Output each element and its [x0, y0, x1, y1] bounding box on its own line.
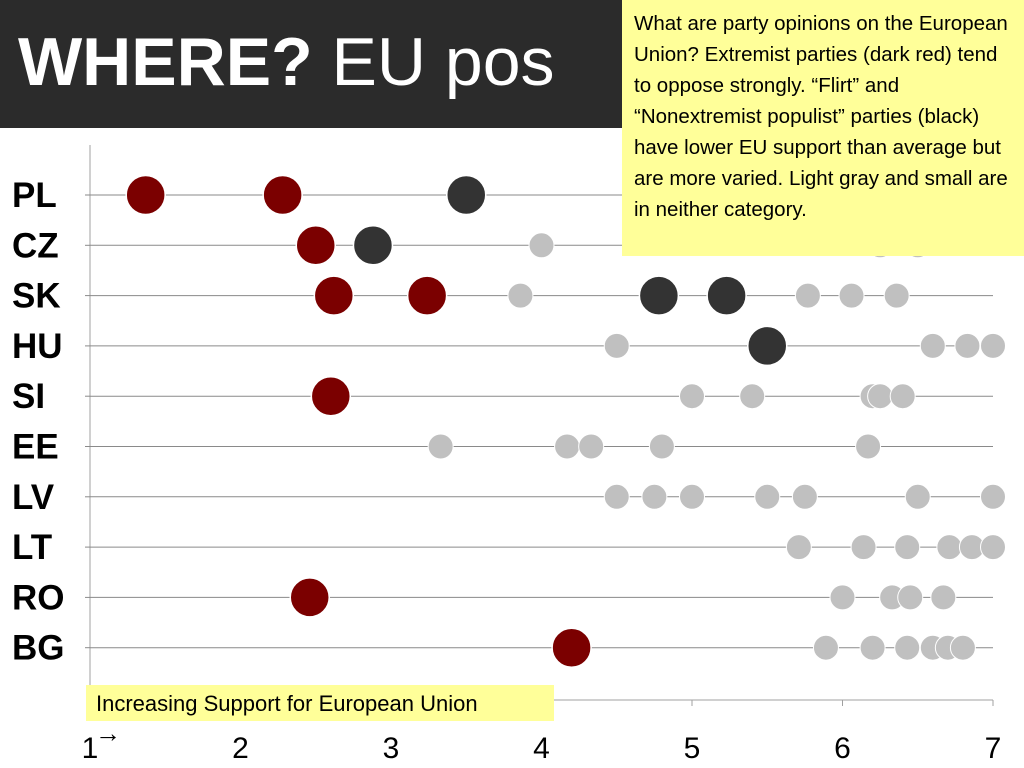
slide-title: WHERE? EU pos — [18, 22, 555, 102]
populist-point-pl — [446, 174, 487, 216]
other-point-bg — [894, 634, 921, 661]
extremist-point-bg — [551, 627, 592, 668]
other-point-ee — [427, 433, 454, 460]
country-label-ee: EE — [12, 428, 59, 467]
other-point-lv — [603, 483, 630, 510]
x-tick-label-6: 6 — [834, 732, 851, 765]
extremist-point-pl — [125, 174, 166, 216]
country-labels: PL CZ SK HU SI EE LV LT RO BG — [12, 176, 65, 668]
country-label-hu: HU — [12, 327, 63, 366]
other-point-lt — [850, 534, 877, 561]
populist-point-sk — [706, 275, 747, 316]
other-point-lv — [904, 483, 931, 510]
other-point-lt — [894, 534, 921, 561]
country-label-sk: SK — [12, 277, 61, 316]
other-point-si — [739, 383, 766, 410]
country-label-ro: RO — [12, 578, 65, 617]
extremist-point-si — [310, 375, 352, 417]
other-point-si — [679, 383, 705, 410]
other-point-lv — [754, 483, 781, 510]
other-point-ee — [648, 433, 675, 460]
country-label-cz: CZ — [12, 226, 59, 265]
other-point-hu — [919, 332, 946, 359]
other-point-lt — [936, 534, 963, 561]
x-tick-labels: 1 2 3 4 5 6 7 — [82, 732, 1002, 765]
x-tick-label-7: 7 — [985, 732, 1002, 765]
callout-text: What are party opinions on the European … — [622, 0, 1024, 256]
extremist-point-sk — [406, 275, 448, 316]
other-point-ee — [578, 433, 605, 460]
populist-point-cz — [352, 225, 394, 266]
other-point-hu — [603, 332, 630, 359]
other-point-lv — [641, 483, 668, 510]
populist-point-sk — [638, 275, 680, 316]
x-tick-label-4: 4 — [533, 732, 550, 765]
axis-caption: Increasing Support for European Union — [86, 685, 554, 721]
other-point-ro — [930, 584, 957, 611]
country-label-lv: LV — [12, 478, 55, 517]
country-label-lt: LT — [12, 528, 52, 567]
other-point-ee — [855, 433, 882, 460]
extremist-point-cz — [295, 225, 336, 266]
country-label-si: SI — [12, 377, 45, 416]
other-point-sk — [883, 282, 910, 309]
country-label-pl: PL — [12, 176, 57, 215]
other-point-bg — [812, 634, 839, 661]
other-point-ro — [897, 584, 924, 611]
country-label-bg: BG — [12, 629, 65, 668]
other-point-si — [889, 383, 916, 410]
other-point-si — [867, 383, 894, 410]
other-point-hu — [980, 332, 1006, 359]
title-bold: WHERE? — [18, 24, 313, 100]
x-tick-label-1: 1 — [82, 732, 99, 765]
title-rest: EU pos — [312, 24, 555, 100]
other-point-cz — [528, 232, 555, 259]
other-point-lt — [980, 534, 1006, 561]
extremist-point-sk — [313, 275, 355, 316]
extremist-point-ro — [289, 577, 330, 618]
other-point-sk — [794, 282, 821, 309]
other-point-sk — [838, 282, 865, 309]
other-point-lv — [791, 483, 818, 510]
x-tick-label-2: 2 — [232, 732, 249, 765]
other-point-hu — [954, 332, 981, 359]
x-tick-label-5: 5 — [684, 732, 701, 765]
other-point-lt — [785, 534, 812, 561]
x-tick-label-3: 3 — [383, 732, 400, 765]
other-point-ee — [554, 433, 581, 460]
other-point-lv — [980, 483, 1006, 510]
other-point-sk — [507, 282, 534, 309]
other-point-bg — [859, 634, 886, 661]
right-arrow-icon: → — [95, 718, 121, 748]
populist-point-hu — [747, 325, 788, 367]
data-points — [125, 174, 1006, 668]
other-point-lv — [679, 483, 705, 510]
other-point-bg — [949, 634, 976, 661]
other-point-ro — [829, 584, 856, 611]
extremist-point-pl — [262, 174, 303, 216]
